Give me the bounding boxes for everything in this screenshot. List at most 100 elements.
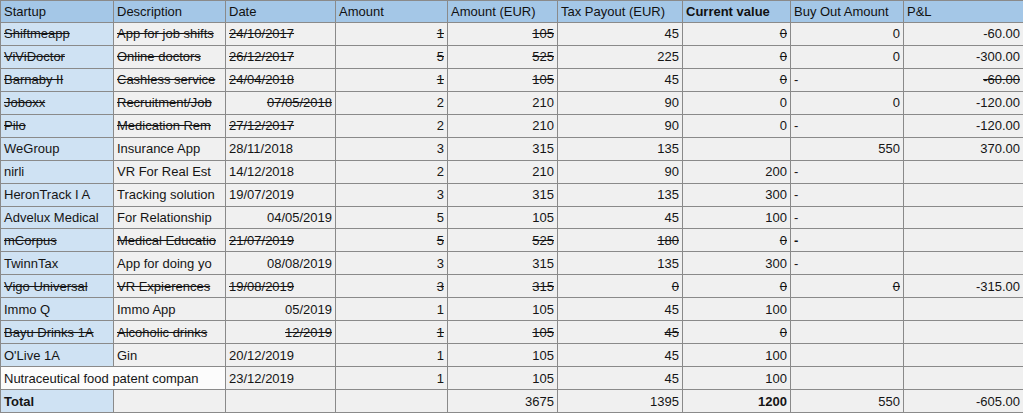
cell-pl[interactable]: -60.00 [904,68,1023,91]
column-header-date[interactable]: Date [226,1,336,23]
cell-amount-eur[interactable]: 105 [448,321,558,344]
cell-amount-eur[interactable]: 105 [448,23,558,46]
cell-date[interactable]: 23/12/2019 [226,367,336,390]
cell-date[interactable]: 24/10/2017 [226,23,336,46]
cell-amount[interactable]: 2 [336,160,448,183]
cell-date[interactable]: 19/07/2019 [226,183,336,206]
cell-buy-out-amount[interactable]: - [791,68,904,91]
cell-buy-out-amount[interactable]: 0 [791,45,904,68]
cell-description[interactable]: Medication Rem [114,114,226,137]
cell-amount-eur[interactable]: 105 [448,68,558,91]
total-cell-date[interactable] [226,390,336,413]
cell-startup[interactable]: Nutraceutical food patent compan [1,367,226,390]
cell-current-value[interactable]: 100 [683,206,791,229]
cell-date[interactable]: 07/05/2018 [226,91,336,114]
cell-amount[interactable]: 3 [336,275,448,298]
cell-date[interactable]: 05/2019 [226,298,336,321]
cell-amount[interactable]: 2 [336,114,448,137]
cell-pl[interactable] [904,321,1023,344]
cell-description[interactable]: VR Expierences [114,275,226,298]
cell-date[interactable]: 24/04/2018 [226,68,336,91]
cell-tax-payout-eur[interactable]: 45 [558,206,683,229]
cell-buy-out-amount[interactable] [791,344,904,367]
cell-startup[interactable]: Shiftmeapp [1,23,114,46]
cell-tax-payout-eur[interactable]: 90 [558,91,683,114]
cell-amount-eur[interactable]: 315 [448,137,558,160]
cell-description[interactable]: VR For Real Est [114,160,226,183]
cell-amount-eur[interactable]: 105 [448,206,558,229]
cell-buy-out-amount[interactable]: 550 [791,137,904,160]
cell-current-value[interactable]: 0 [683,114,791,137]
cell-tax-payout-eur[interactable]: 45 [558,321,683,344]
cell-startup[interactable]: nirli [1,160,114,183]
cell-description[interactable]: Cashless service [114,68,226,91]
cell-buy-out-amount[interactable] [791,367,904,390]
cell-tax-payout-eur[interactable]: 135 [558,252,683,275]
cell-startup[interactable]: Advelux Medical [1,206,114,229]
cell-description[interactable]: Online doctors [114,45,226,68]
cell-pl[interactable] [904,229,1023,252]
cell-date[interactable]: 14/12/2018 [226,160,336,183]
cell-amount-eur[interactable]: 210 [448,114,558,137]
cell-date[interactable]: 04/05/2019 [226,206,336,229]
cell-current-value[interactable]: 0 [683,321,791,344]
cell-startup[interactable]: Vigo Universal [1,275,114,298]
cell-amount[interactable]: 1 [336,68,448,91]
total-cell-tax-payout-eur[interactable]: 1395 [558,390,683,413]
cell-current-value[interactable]: 0 [683,91,791,114]
cell-buy-out-amount[interactable] [791,321,904,344]
cell-pl[interactable]: 370.00 [904,137,1023,160]
cell-amount[interactable]: 2 [336,91,448,114]
total-cell-amount[interactable] [336,390,448,413]
cell-buy-out-amount[interactable]: - [791,160,904,183]
column-header-startup[interactable]: Startup [1,1,114,23]
cell-amount-eur[interactable]: 210 [448,160,558,183]
cell-amount[interactable]: 3 [336,252,448,275]
cell-current-value[interactable]: 300 [683,183,791,206]
cell-startup[interactable]: TwinnTax [1,252,114,275]
cell-description[interactable]: Insurance App [114,137,226,160]
cell-amount[interactable]: 3 [336,183,448,206]
cell-startup[interactable]: O'Live 1A [1,344,114,367]
cell-amount-eur[interactable]: 315 [448,252,558,275]
cell-tax-payout-eur[interactable]: 45 [558,23,683,46]
cell-description[interactable]: Alcoholic drinks [114,321,226,344]
cell-amount-eur[interactable]: 315 [448,183,558,206]
cell-date[interactable]: 19/08/2019 [226,275,336,298]
column-header-amount[interactable]: Amount [336,1,448,23]
cell-amount-eur[interactable]: 105 [448,298,558,321]
cell-description[interactable]: Gin [114,344,226,367]
cell-tax-payout-eur[interactable]: 45 [558,367,683,390]
cell-pl[interactable]: -120.00 [904,91,1023,114]
cell-tax-payout-eur[interactable]: 180 [558,229,683,252]
cell-current-value[interactable]: 200 [683,160,791,183]
total-cell-startup[interactable]: Total [1,390,114,413]
cell-date[interactable]: 28/11/2018 [226,137,336,160]
cell-current-value[interactable]: 100 [683,367,791,390]
cell-buy-out-amount[interactable]: - [791,252,904,275]
cell-amount[interactable]: 5 [336,206,448,229]
cell-amount-eur[interactable]: 105 [448,344,558,367]
cell-description[interactable]: Immo App [114,298,226,321]
cell-startup[interactable]: Barnaby II [1,68,114,91]
cell-amount[interactable]: 5 [336,229,448,252]
cell-startup[interactable]: HeronTrack I A [1,183,114,206]
cell-buy-out-amount[interactable]: - [791,206,904,229]
cell-pl[interactable] [904,298,1023,321]
cell-description[interactable]: App for doing yo [114,252,226,275]
cell-startup[interactable]: Bayu Drinks 1A [1,321,114,344]
column-header-buy-out-amount[interactable]: Buy Out Amount [791,1,904,23]
cell-tax-payout-eur[interactable]: 135 [558,137,683,160]
cell-pl[interactable] [904,183,1023,206]
column-header-amount-eur[interactable]: Amount (EUR) [448,1,558,23]
cell-description[interactable]: Medical Educatio [114,229,226,252]
cell-current-value[interactable]: 0 [683,229,791,252]
cell-pl[interactable]: -60.00 [904,23,1023,46]
cell-amount[interactable]: 3 [336,137,448,160]
cell-tax-payout-eur[interactable]: 45 [558,298,683,321]
cell-amount-eur[interactable]: 525 [448,45,558,68]
cell-startup[interactable]: Pilo [1,114,114,137]
cell-buy-out-amount[interactable]: 0 [791,23,904,46]
cell-startup[interactable]: Joboxx [1,91,114,114]
cell-amount[interactable]: 1 [336,321,448,344]
